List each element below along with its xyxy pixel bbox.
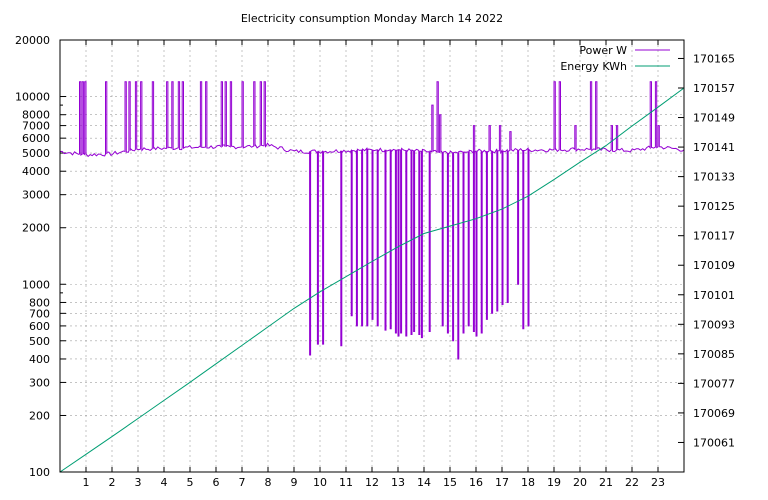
- y2-tick-label: 170061: [693, 436, 735, 449]
- x-tick-label: 18: [521, 476, 535, 489]
- y2-tick-label: 170069: [693, 407, 735, 420]
- x-tick-label: 15: [443, 476, 457, 489]
- y-tick-label: 4000: [22, 165, 50, 178]
- y-tick-label: 20000: [15, 34, 50, 47]
- x-tick-label: 23: [651, 476, 665, 489]
- y2-tick-label: 170149: [693, 112, 735, 125]
- x-tick-label: 9: [291, 476, 298, 489]
- x-tick-label: 6: [213, 476, 220, 489]
- y-tick-label: 500: [29, 335, 50, 348]
- y2-tick-label: 170109: [693, 259, 735, 272]
- legend-label: Power W: [579, 44, 627, 57]
- x-tick-label: 2: [109, 476, 116, 489]
- x-tick-label: 1: [83, 476, 90, 489]
- y2-tick-label: 170157: [693, 82, 735, 95]
- x-tick-label: 16: [469, 476, 483, 489]
- series-line-power: [59, 81, 685, 360]
- y2-tick-label: 170133: [693, 171, 735, 184]
- y-tick-label: 400: [29, 353, 50, 366]
- x-tick-label: 14: [417, 476, 431, 489]
- x-tick-label: 19: [547, 476, 561, 489]
- y-tick-label: 700: [29, 307, 50, 320]
- x-tick-label: 8: [265, 476, 272, 489]
- y-tick-label: 7000: [22, 120, 50, 133]
- y2-tick-label: 170125: [693, 200, 735, 213]
- x-tick-label: 22: [625, 476, 639, 489]
- y-tick-label: 600: [29, 320, 50, 333]
- chart-title: Electricity consumption Monday March 14 …: [241, 12, 503, 25]
- x-tick-label: 5: [187, 476, 194, 489]
- y-tick-label: 3000: [22, 189, 50, 202]
- y-tick-label: 2000: [22, 222, 50, 235]
- y2-tick-label: 170117: [693, 230, 735, 243]
- x-axis-ticks: 1 2 3 4 5 6 7 8 9 10 11 12 13 14 15 16 17 18 19 20 21 22 23: [83, 40, 665, 489]
- x-tick-label: 11: [339, 476, 353, 489]
- x-tick-label: 3: [135, 476, 142, 489]
- series-group: [59, 81, 685, 473]
- legend-label: Energy KWh: [560, 60, 627, 73]
- x-tick-label: 10: [313, 476, 327, 489]
- y2-tick-label: 170165: [693, 52, 735, 65]
- y-tick-label: 6000: [22, 132, 50, 145]
- x-tick-label: 21: [599, 476, 613, 489]
- y2-tick-label: 170141: [693, 141, 735, 154]
- y2-tick-label: 170101: [693, 289, 735, 302]
- x-tick-label: 7: [239, 476, 246, 489]
- y2-tick-label: 170077: [693, 377, 735, 390]
- y-tick-label: 5000: [22, 147, 50, 160]
- y2-tick-label: 170085: [693, 348, 735, 361]
- y-tick-label: 1000: [22, 278, 50, 291]
- x-tick-label: 17: [495, 476, 509, 489]
- plot-frame: [59, 39, 685, 473]
- x-tick-label: 13: [391, 476, 405, 489]
- series-line-energy: [59, 87, 685, 473]
- x-tick-label: 20: [573, 476, 587, 489]
- x-tick-label: 12: [365, 476, 379, 489]
- y2-tick-label: 170093: [693, 318, 735, 331]
- x-tick-label: 4: [161, 476, 168, 489]
- y2-axis-ticks: 170061 170069 170077 170085 170093 170101 1701…: [678, 52, 735, 449]
- y-tick-label: 8000: [22, 109, 50, 122]
- y-tick-label: 800: [29, 296, 50, 309]
- y-tick-label: 200: [29, 409, 50, 422]
- y-tick-label: 100: [29, 466, 50, 479]
- legend: Power W Energy KWh: [560, 44, 670, 73]
- y-tick-label: 300: [29, 376, 50, 389]
- y-tick-label: 10000: [15, 91, 50, 104]
